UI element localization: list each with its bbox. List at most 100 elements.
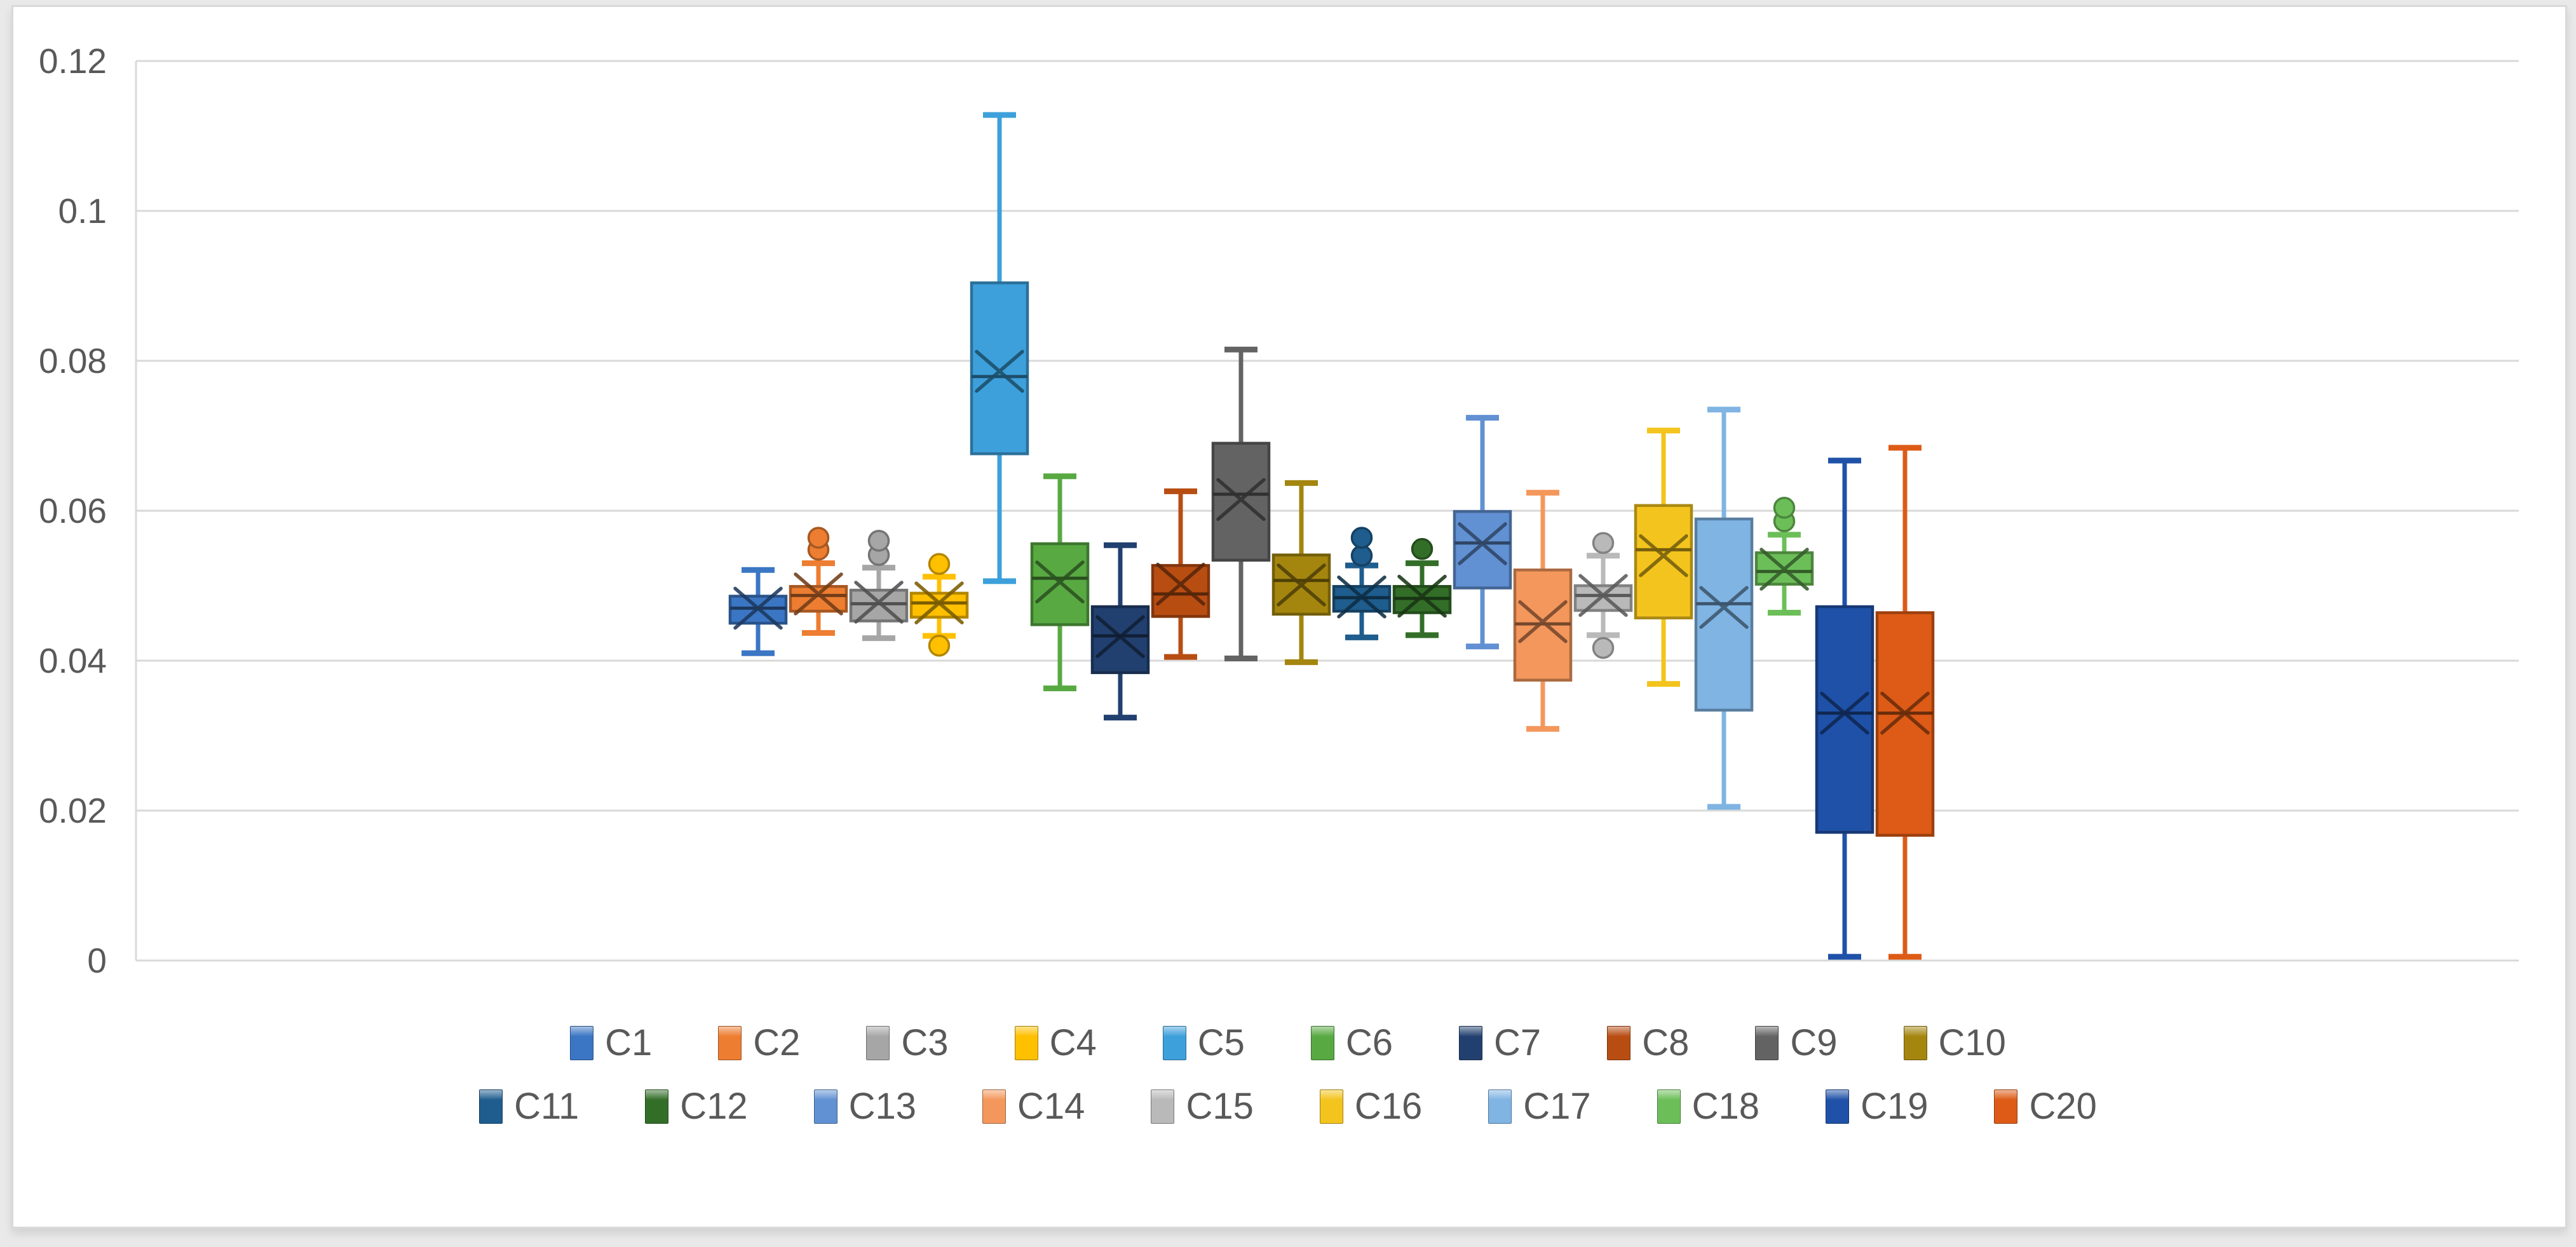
legend-label: C16	[1354, 1086, 1423, 1127]
legend-swatch-icon	[479, 1089, 503, 1124]
legend-item-c10: C10	[1903, 1024, 2006, 1062]
mean-x-marker-C8	[1156, 562, 1205, 606]
legend-label: C3	[901, 1022, 949, 1063]
mean-x-marker-C9	[1216, 478, 1266, 522]
legend-swatch-icon	[1994, 1089, 2018, 1124]
box-C8	[1151, 563, 1210, 618]
box-series-C11	[1332, 527, 1392, 640]
mean-x-marker-C17	[1699, 586, 1749, 629]
legend-item-c3: C3	[866, 1022, 949, 1063]
legend-swatch-icon	[1488, 1089, 1512, 1124]
legend-label: C15	[1186, 1086, 1254, 1127]
mean-x-marker-C18	[1759, 548, 1809, 591]
legend-label: C5	[1197, 1022, 1245, 1063]
box-series-C8	[1151, 488, 1210, 660]
legend-item-c18: C18	[1657, 1088, 1759, 1126]
legend-swatch-icon	[866, 1026, 890, 1060]
gridlines	[136, 60, 2519, 962]
outlier-dot-C12	[1411, 537, 1434, 560]
legend-row-1: C1 C2 C3 C4 C5 C6 C7 C8 C9 C10	[570, 1024, 2006, 1062]
mean-x-marker-C6	[1035, 560, 1085, 603]
chart-frame	[11, 5, 2567, 1229]
mean-x-marker-C11	[1337, 575, 1386, 619]
box-series-C10	[1271, 480, 1331, 665]
legend-item-c7: C7	[1459, 1024, 1541, 1062]
legend-item-c5: C5	[1162, 1022, 1245, 1063]
outlier-dot-C18	[1773, 497, 1796, 519]
mean-x-marker-C10	[1277, 563, 1326, 607]
box-series-C7	[1090, 542, 1150, 721]
box-series-C9	[1211, 346, 1271, 661]
box-C19	[1815, 605, 1874, 834]
legend-swatch-icon	[570, 1026, 594, 1060]
legend-item-c8: C8	[1607, 1024, 1689, 1062]
box-series-C3	[849, 529, 909, 642]
mean-x-marker-C12	[1397, 574, 1447, 618]
legend-label: C12	[680, 1086, 748, 1127]
mean-x-marker-C16	[1639, 534, 1688, 577]
outlier-dot-C15	[1592, 532, 1615, 554]
legend-swatch-icon	[1657, 1089, 1681, 1124]
legend-label: C11	[514, 1086, 580, 1127]
legend-swatch-icon	[982, 1089, 1007, 1124]
legend-item-c13: C13	[813, 1086, 917, 1127]
box-series-C6	[1030, 473, 1090, 692]
legend-item-c4: C4	[1014, 1024, 1097, 1062]
box-C7	[1090, 605, 1150, 675]
box-series-C12	[1392, 537, 1452, 638]
y-tick-label: 0.04	[38, 641, 107, 680]
legend-item-c11: C11	[479, 1088, 579, 1126]
box-C17	[1694, 517, 1754, 712]
outlier-dot-C15	[1592, 637, 1615, 659]
mean-x-marker-C5	[975, 349, 1024, 393]
mean-x-marker-C19	[1820, 691, 1869, 735]
mean-x-marker-C13	[1458, 522, 1507, 565]
mean-x-marker-C20	[1880, 691, 1930, 735]
legend-swatch-icon	[1310, 1026, 1334, 1060]
legend-swatch-icon	[1607, 1026, 1631, 1060]
box-C16	[1634, 504, 1693, 619]
legend-swatch-icon	[718, 1026, 742, 1060]
outlier-dot-C3	[867, 529, 890, 552]
legend-item-c17: C17	[1488, 1086, 1591, 1127]
mean-x-marker-C1	[733, 586, 783, 630]
box-series-C4	[909, 553, 969, 657]
legend-row-2: C11 C12 C13 C14 C15 C16 C17 C18 C19 C20	[479, 1088, 2097, 1126]
legend-item-c1: C1	[570, 1024, 652, 1062]
legend-label: C18	[1691, 1086, 1760, 1127]
legend-label: C8	[1642, 1022, 1690, 1063]
mean-x-marker-C15	[1578, 574, 1628, 617]
legend-swatch-icon	[1162, 1026, 1186, 1060]
box-series-C2	[789, 527, 848, 636]
y-tick-label: 0.06	[38, 491, 107, 530]
legend-item-c2: C2	[718, 1024, 800, 1062]
box-C20	[1875, 611, 1935, 837]
legend-swatch-icon	[813, 1089, 837, 1124]
box-series-C15	[1573, 532, 1633, 659]
y-tick-label: 0.12	[38, 41, 107, 81]
mean-x-marker-C14	[1518, 600, 1568, 644]
legend-label: C14	[1017, 1086, 1085, 1127]
box-series-C1	[728, 567, 788, 656]
mean-x-marker-C2	[794, 572, 843, 616]
box-C13	[1453, 509, 1512, 590]
legend-label: C7	[1494, 1022, 1542, 1063]
legend-label: C17	[1523, 1086, 1591, 1127]
legend-swatch-icon	[1319, 1089, 1343, 1124]
chart-legend: C1 C2 C3 C4 C5 C6 C7 C8 C9 C10 C11 C12 C13 C14 C15 C16 C…	[0, 1024, 2576, 1126]
box-series-C16	[1634, 428, 1693, 687]
legend-label: C13	[848, 1086, 917, 1127]
legend-swatch-icon	[1755, 1026, 1779, 1060]
box-series-C19	[1815, 457, 1874, 960]
y-tick-label: 0	[87, 941, 107, 980]
y-tick-label: 0.02	[38, 791, 107, 830]
legend-label: C1	[605, 1022, 653, 1063]
box-C9	[1211, 442, 1271, 562]
legend-label: C2	[753, 1022, 801, 1063]
legend-swatch-icon	[1903, 1026, 1927, 1060]
legend-item-c16: C16	[1319, 1086, 1423, 1127]
y-tick-label: 0.08	[38, 341, 107, 381]
legend-swatch-icon	[1826, 1089, 1850, 1124]
box-C5	[970, 281, 1029, 455]
legend-label: C20	[2029, 1086, 2097, 1127]
